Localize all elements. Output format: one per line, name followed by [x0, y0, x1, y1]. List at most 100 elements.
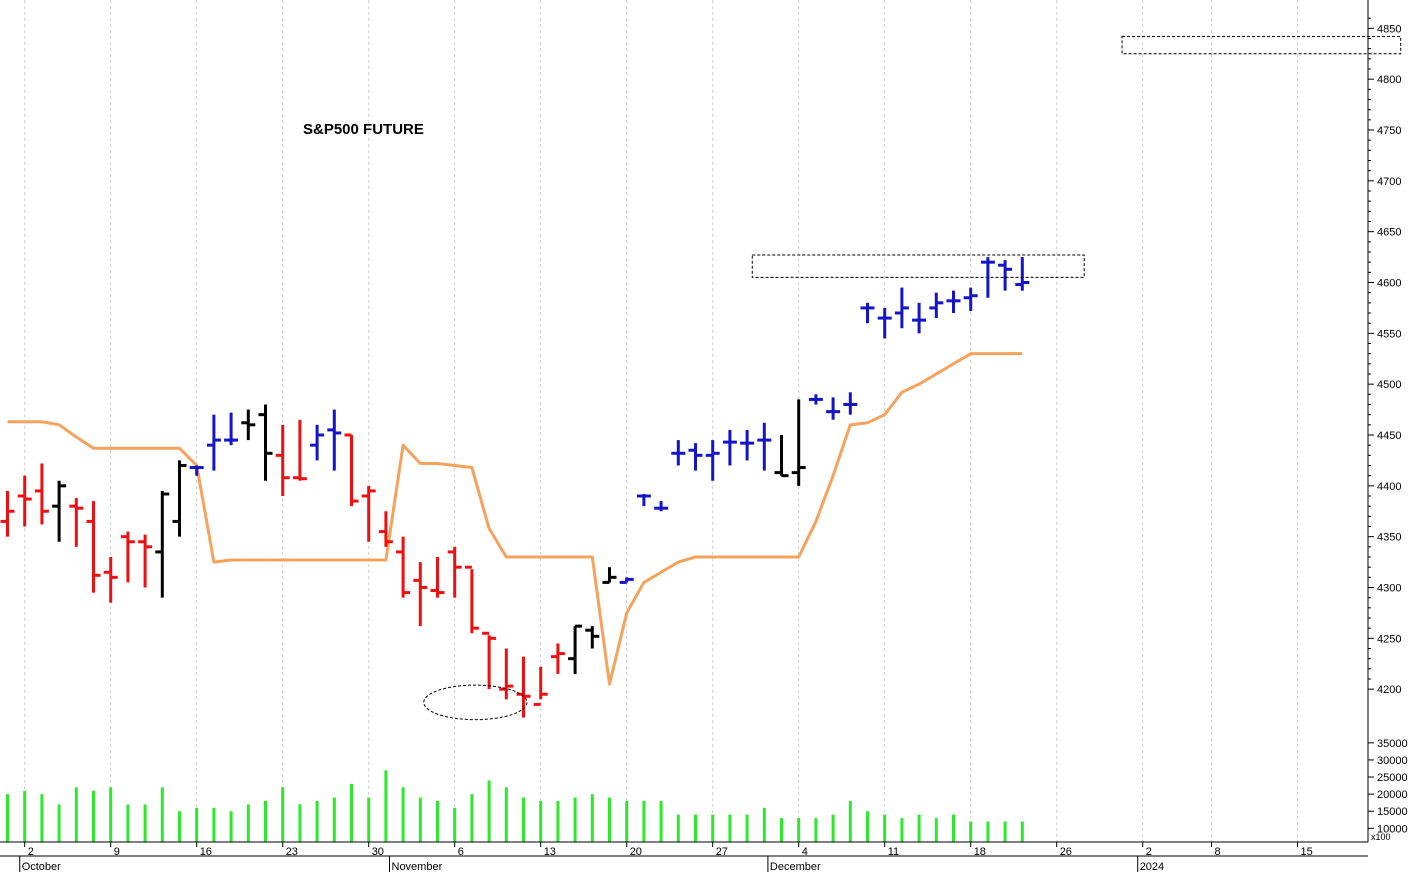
line-layer: [7, 352, 1023, 686]
ohlc-bar-45: [774, 435, 789, 478]
ohlc-bar-11: [189, 465, 204, 476]
ohlc-bar-0: [0, 490, 15, 537]
ohlc-bar-47: [808, 394, 823, 405]
ohlc-bar-3: [52, 480, 67, 542]
ohlc-bar-55: [946, 290, 961, 313]
ohlc-bar-5: [86, 501, 101, 593]
ohlc-bar-9: [155, 490, 170, 598]
volume-tick-label-10000: 10000: [1377, 823, 1408, 835]
ohlc-bar-20: [344, 433, 359, 507]
volume-tick-label-30000: 30000: [1377, 755, 1408, 767]
price-tick-label-4850: 4850: [1377, 23, 1401, 35]
ohlc-bar-39: [671, 440, 686, 466]
volume-unit-label: x100: [1371, 832, 1391, 842]
ohlc-bar-37: [636, 493, 651, 507]
x-tick-label-3: 23: [286, 846, 298, 858]
dashed-ellipse-0: [423, 684, 528, 721]
ohlc-bar-13: [224, 412, 239, 446]
ohlc-bar-2: [34, 463, 49, 525]
ohlc-bar-43: [740, 429, 755, 461]
price-tick-label-4200: 4200: [1377, 684, 1401, 696]
ohlc-bar-12: [206, 414, 221, 471]
ohlc-bar-38: [654, 501, 669, 512]
ohlc-bar-1: [17, 475, 32, 527]
annotations: [423, 35, 1402, 721]
ohlc-bar-56: [963, 287, 978, 311]
ohlc-bar-42: [722, 429, 737, 466]
ohlc-bar-33: [568, 624, 583, 674]
ohlc-bar-44: [757, 422, 772, 471]
volume-tick-label-20000: 20000: [1377, 789, 1408, 801]
ohlc-bar-53: [912, 302, 927, 334]
ohlc-bar-22: [378, 511, 393, 547]
ohlc-bar-35: [602, 567, 617, 584]
ohlc-bar-48: [826, 397, 841, 420]
ohlc-bar-19: [327, 409, 342, 471]
x-tick-label-13: 2: [1146, 846, 1152, 858]
ohlc-bar-26: [447, 546, 462, 598]
price-tick-label-4750: 4750: [1377, 125, 1401, 137]
ohlc-bar-49: [843, 392, 858, 415]
x-tick-label-10: 11: [888, 846, 899, 858]
price-tick-label-4300: 4300: [1377, 583, 1401, 595]
ohlc-bar-7: [120, 531, 135, 583]
x-tick-label-12: 26: [1060, 846, 1072, 858]
x-tick-label-1: 9: [114, 846, 120, 858]
ohlc-bar-40: [688, 443, 703, 471]
dashed-box-1: [1121, 35, 1402, 55]
ohlc-bar-50: [860, 302, 875, 324]
x-tick-label-6: 13: [544, 846, 556, 858]
x-tick-label-11: 18: [974, 846, 986, 858]
volume-bars: [6, 770, 1024, 842]
ohlc-bar-16: [275, 424, 290, 496]
ohlc-bar-31: [533, 666, 548, 706]
x-tick-label-4: 30: [372, 846, 384, 858]
chart-title: S&P500 FUTURE: [303, 121, 424, 138]
x-tick-label-5: 6: [458, 846, 464, 858]
volume-tick-label-35000: 35000: [1377, 738, 1408, 750]
ohlc-bar-21: [361, 485, 376, 542]
month-label-3: 2024: [1140, 861, 1164, 872]
ohlc-bar-51: [877, 307, 892, 339]
ohlc-bar-41: [705, 440, 720, 481]
ohlc-bar-10: [172, 460, 187, 537]
ohlc-bar-15: [258, 404, 273, 481]
price-tick-label-4250: 4250: [1377, 633, 1401, 645]
volume-tick-label-25000: 25000: [1377, 772, 1408, 784]
ohlc-bar-36: [619, 577, 634, 584]
price-tick-label-4550: 4550: [1377, 328, 1401, 340]
ohlc-bar-34: [585, 626, 600, 649]
month-label-0: October: [22, 861, 61, 872]
ohlc-bar-27: [464, 565, 479, 634]
price-tick-label-4650: 4650: [1377, 227, 1401, 239]
price-tick-label-4700: 4700: [1377, 176, 1401, 188]
price-tick-label-4600: 4600: [1377, 278, 1401, 290]
ohlc-bar-23: [396, 536, 411, 598]
x-tick-label-7: 20: [630, 846, 642, 858]
ohlc-bar-6: [103, 557, 118, 603]
month-label-2: December: [770, 861, 821, 872]
price-tick-label-4400: 4400: [1377, 481, 1401, 493]
x-tick-label-9: 4: [802, 846, 808, 858]
volume-tick-label-15000: 15000: [1377, 806, 1408, 818]
ohlc-bar-29: [499, 648, 514, 700]
ohlc-bar-28: [482, 631, 497, 690]
ohlc-bar-30: [516, 656, 531, 718]
x-tick-label-14: 8: [1215, 846, 1221, 858]
price-tick-label-4500: 4500: [1377, 379, 1401, 391]
trend-line-series: [7, 352, 1023, 686]
ohlc-bar-8: [138, 534, 153, 588]
ohlc-bar-14: [241, 409, 256, 441]
price-tick-label-4350: 4350: [1377, 532, 1401, 544]
x-tick-label-2: 16: [200, 846, 212, 858]
ohlc-bar-25: [430, 557, 445, 598]
x-tick-label-15: 15: [1301, 846, 1313, 858]
grid-layer: [24, 0, 1298, 842]
ohlc-bar-59: [1015, 257, 1030, 291]
x-tick-label-0: 2: [28, 846, 34, 858]
ohlc-bar-58: [998, 260, 1013, 291]
x-tick-label-8: 27: [716, 846, 728, 858]
